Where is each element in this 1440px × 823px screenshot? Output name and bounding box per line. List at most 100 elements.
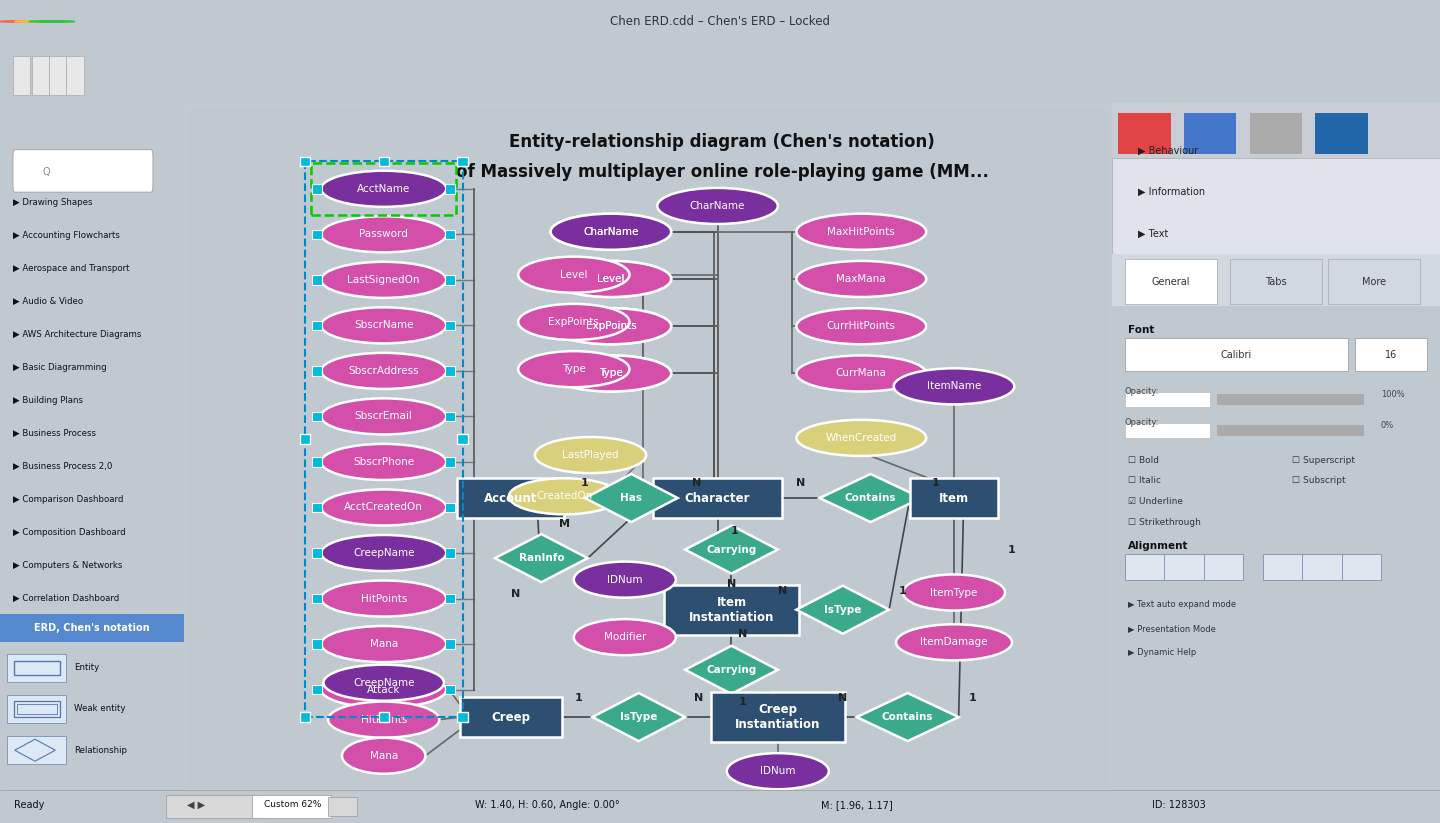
- Text: ▶ Business Process 2,0: ▶ Business Process 2,0: [13, 462, 112, 471]
- FancyBboxPatch shape: [445, 685, 455, 695]
- FancyBboxPatch shape: [0, 614, 184, 642]
- Text: ▶ Business Process: ▶ Business Process: [13, 429, 96, 438]
- Text: Item: Item: [939, 491, 969, 504]
- FancyBboxPatch shape: [7, 737, 66, 764]
- Polygon shape: [592, 693, 685, 742]
- Text: ▶ Text: ▶ Text: [1138, 229, 1168, 239]
- Text: Carrying: Carrying: [707, 665, 756, 675]
- Ellipse shape: [321, 216, 446, 253]
- Polygon shape: [14, 739, 55, 761]
- Text: Entity-relationship diagram (Chen's notation): Entity-relationship diagram (Chen's nota…: [510, 133, 935, 151]
- FancyBboxPatch shape: [1125, 259, 1217, 304]
- Ellipse shape: [796, 214, 926, 249]
- FancyBboxPatch shape: [312, 685, 323, 695]
- FancyBboxPatch shape: [312, 366, 323, 375]
- Ellipse shape: [573, 619, 675, 655]
- Polygon shape: [585, 474, 678, 522]
- Text: Font: Font: [1128, 324, 1155, 335]
- Text: ItemType: ItemType: [930, 588, 978, 597]
- Text: ☐ Superscript: ☐ Superscript: [1292, 456, 1355, 465]
- FancyBboxPatch shape: [445, 366, 455, 375]
- Text: N: N: [691, 477, 701, 487]
- FancyBboxPatch shape: [300, 435, 310, 444]
- FancyBboxPatch shape: [1112, 103, 1440, 158]
- Text: Calibri: Calibri: [1221, 350, 1251, 360]
- Ellipse shape: [518, 351, 629, 387]
- FancyBboxPatch shape: [1315, 114, 1368, 155]
- Text: Type: Type: [599, 369, 622, 379]
- Ellipse shape: [727, 753, 829, 789]
- FancyBboxPatch shape: [652, 478, 782, 518]
- FancyBboxPatch shape: [312, 458, 323, 467]
- FancyBboxPatch shape: [312, 275, 323, 285]
- FancyBboxPatch shape: [312, 548, 323, 558]
- FancyBboxPatch shape: [300, 713, 310, 722]
- FancyBboxPatch shape: [1217, 394, 1365, 405]
- Text: Tabs: Tabs: [1264, 277, 1287, 286]
- FancyBboxPatch shape: [252, 795, 331, 818]
- Text: ▶ Computers & Networks: ▶ Computers & Networks: [13, 560, 122, 570]
- Text: N: N: [838, 693, 847, 703]
- FancyBboxPatch shape: [1119, 114, 1171, 155]
- FancyBboxPatch shape: [14, 661, 60, 675]
- Text: Item
Instantiation: Item Instantiation: [688, 596, 775, 624]
- Ellipse shape: [518, 304, 629, 340]
- Text: ▶ Dynamic Help: ▶ Dynamic Help: [1128, 649, 1197, 657]
- FancyBboxPatch shape: [1184, 114, 1237, 155]
- FancyBboxPatch shape: [379, 156, 389, 166]
- Text: 1: 1: [1008, 545, 1015, 555]
- Ellipse shape: [321, 444, 446, 480]
- Text: W: 1.40, H: 0.60, Angle: 0.00°: W: 1.40, H: 0.60, Angle: 0.00°: [475, 800, 619, 810]
- Text: Alignment: Alignment: [1128, 541, 1188, 551]
- Text: IsType: IsType: [824, 605, 861, 615]
- Ellipse shape: [328, 701, 439, 737]
- Text: Level: Level: [598, 274, 625, 284]
- FancyBboxPatch shape: [445, 184, 455, 193]
- Text: IDNum: IDNum: [760, 766, 795, 776]
- Text: ▶ Audio & Video: ▶ Audio & Video: [13, 297, 84, 306]
- Text: CreepName: CreepName: [353, 548, 415, 558]
- Polygon shape: [495, 534, 588, 582]
- Text: CharName: CharName: [583, 226, 638, 237]
- Ellipse shape: [321, 170, 446, 207]
- Text: ☐ Bold: ☐ Bold: [1128, 456, 1159, 465]
- FancyBboxPatch shape: [445, 275, 455, 285]
- Text: 1: 1: [969, 693, 976, 703]
- Text: 1: 1: [932, 477, 939, 487]
- Text: AcctName: AcctName: [357, 184, 410, 193]
- FancyBboxPatch shape: [14, 700, 60, 717]
- FancyBboxPatch shape: [710, 692, 845, 742]
- Text: 100%: 100%: [1381, 390, 1404, 399]
- Ellipse shape: [518, 257, 629, 293]
- Text: CurrHitPoints: CurrHitPoints: [827, 321, 896, 331]
- Text: N: N: [727, 579, 736, 589]
- Text: ▶ Correlation Dashboard: ▶ Correlation Dashboard: [13, 594, 120, 603]
- Text: Creep: Creep: [491, 710, 530, 723]
- FancyBboxPatch shape: [7, 654, 66, 681]
- Ellipse shape: [796, 261, 926, 297]
- Text: LastPlayed: LastPlayed: [562, 450, 619, 460]
- Text: Has: Has: [621, 493, 642, 503]
- Text: ☐ Subscript: ☐ Subscript: [1292, 477, 1346, 486]
- FancyBboxPatch shape: [328, 797, 357, 816]
- Ellipse shape: [896, 625, 1012, 660]
- Text: CurrMana: CurrMana: [835, 369, 887, 379]
- Text: ▶ Basic Diagramming: ▶ Basic Diagramming: [13, 363, 107, 372]
- FancyBboxPatch shape: [1342, 555, 1381, 580]
- Text: ExpPoints: ExpPoints: [586, 321, 636, 331]
- FancyBboxPatch shape: [13, 150, 153, 193]
- Text: CreepName: CreepName: [353, 677, 415, 688]
- Text: Carrying: Carrying: [707, 545, 756, 555]
- Text: IsType: IsType: [621, 712, 658, 722]
- Text: ItemName: ItemName: [927, 381, 981, 392]
- FancyBboxPatch shape: [66, 56, 84, 95]
- Text: Level: Level: [560, 270, 588, 280]
- Text: Relationship: Relationship: [73, 746, 127, 755]
- Text: ExpPoints: ExpPoints: [586, 321, 636, 331]
- Ellipse shape: [550, 356, 671, 392]
- FancyBboxPatch shape: [1355, 338, 1427, 371]
- FancyBboxPatch shape: [458, 713, 468, 722]
- Text: ▶ Composition Dashboard: ▶ Composition Dashboard: [13, 528, 125, 537]
- Ellipse shape: [341, 737, 425, 774]
- Text: Character: Character: [685, 491, 750, 504]
